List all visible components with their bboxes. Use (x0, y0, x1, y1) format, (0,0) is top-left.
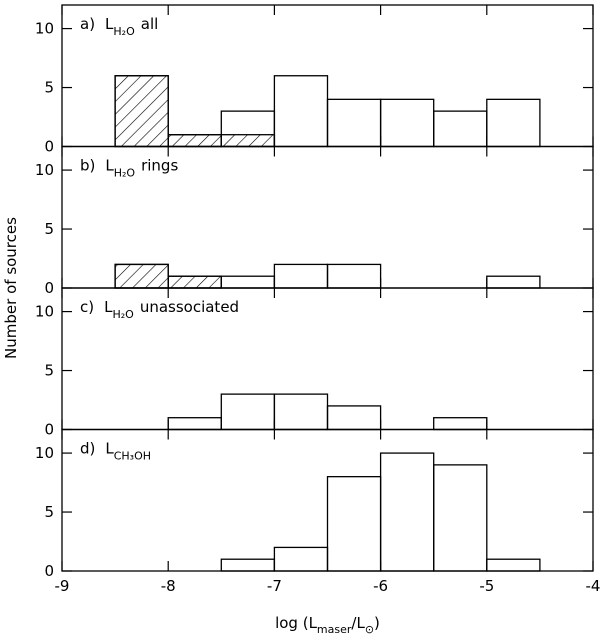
panel-label: d) LCH₃OH (80, 440, 151, 463)
panel-letter: c) (80, 298, 94, 316)
y-tick-label: 10 (35, 303, 54, 321)
bar (379, 98, 435, 148)
bar (273, 393, 329, 431)
bar (326, 405, 382, 431)
panel-subscript: H₂O (113, 25, 135, 38)
bar (273, 546, 329, 572)
bar (486, 275, 541, 289)
y-tick-label: 5 (44, 220, 54, 238)
panel-symbol: L (105, 15, 114, 33)
panel-subscript: CH₃OH (114, 450, 151, 463)
panel-subscript: H₂O (114, 167, 136, 180)
x-label-subscript: maser (317, 623, 352, 636)
hatched-bar (167, 275, 222, 289)
panel-subscript: H₂O (112, 308, 134, 321)
panel-symbol: L (105, 157, 114, 175)
x-label-text: ) (374, 614, 380, 632)
bar (220, 275, 276, 289)
bar (486, 98, 541, 148)
panel-symbol: L (104, 298, 113, 316)
x-tick-label: -5 (479, 577, 494, 595)
x-tick-label: -7 (267, 577, 282, 595)
bar (486, 558, 541, 572)
x-label-subscript: ⊙ (365, 623, 374, 636)
hatched-bar (167, 134, 222, 148)
panel-letter: d) (80, 440, 95, 458)
y-tick-label: 10 (35, 20, 54, 38)
bar (433, 464, 488, 572)
bar (220, 558, 276, 572)
bar (326, 476, 382, 572)
panel-text: all (141, 15, 159, 33)
y-tick-label: 10 (35, 444, 54, 462)
bar (326, 263, 382, 289)
y-tick-label: 0 (44, 279, 54, 297)
bar (167, 417, 222, 431)
y-tick-label: 0 (44, 562, 54, 580)
bar (326, 98, 382, 148)
bar (433, 417, 488, 431)
panel-label: b) LH₂O rings (80, 157, 178, 180)
y-tick-label: 5 (44, 79, 54, 97)
panel-text: unassociated (140, 298, 239, 316)
y-tick-label: 10 (35, 161, 54, 179)
bar (379, 452, 435, 572)
y-axis-label: Number of sources (2, 217, 20, 359)
bar (273, 263, 329, 289)
x-label-text: log (L (275, 614, 317, 632)
y-tick-label: 0 (44, 421, 54, 439)
hatched-bar (220, 134, 276, 148)
x-label-text: /L (351, 614, 365, 632)
panel-symbol: L (105, 440, 114, 458)
panel-letter: b) (80, 157, 95, 175)
panel-label: a) LH₂O all (80, 15, 158, 38)
bar (220, 393, 276, 431)
y-tick-label: 5 (44, 503, 54, 521)
bar (433, 110, 488, 148)
y-tick-label: 5 (44, 362, 54, 380)
x-tick-label: -8 (161, 577, 176, 595)
hatched-bar (114, 75, 169, 148)
x-tick-label: -6 (373, 577, 388, 595)
hatched-bar (114, 263, 169, 289)
x-axis-label: log (Lmaser/L⊙) (275, 614, 380, 636)
panel-text: rings (141, 157, 178, 175)
panel-frame (61, 428, 594, 572)
x-tick-label: -4 (586, 577, 600, 595)
y-tick-label: 0 (44, 138, 54, 156)
panel-label: c) LH₂O unassociated (80, 298, 239, 321)
panel-letter: a) (80, 15, 95, 33)
bar (273, 75, 329, 148)
x-tick-label: -9 (55, 577, 70, 595)
